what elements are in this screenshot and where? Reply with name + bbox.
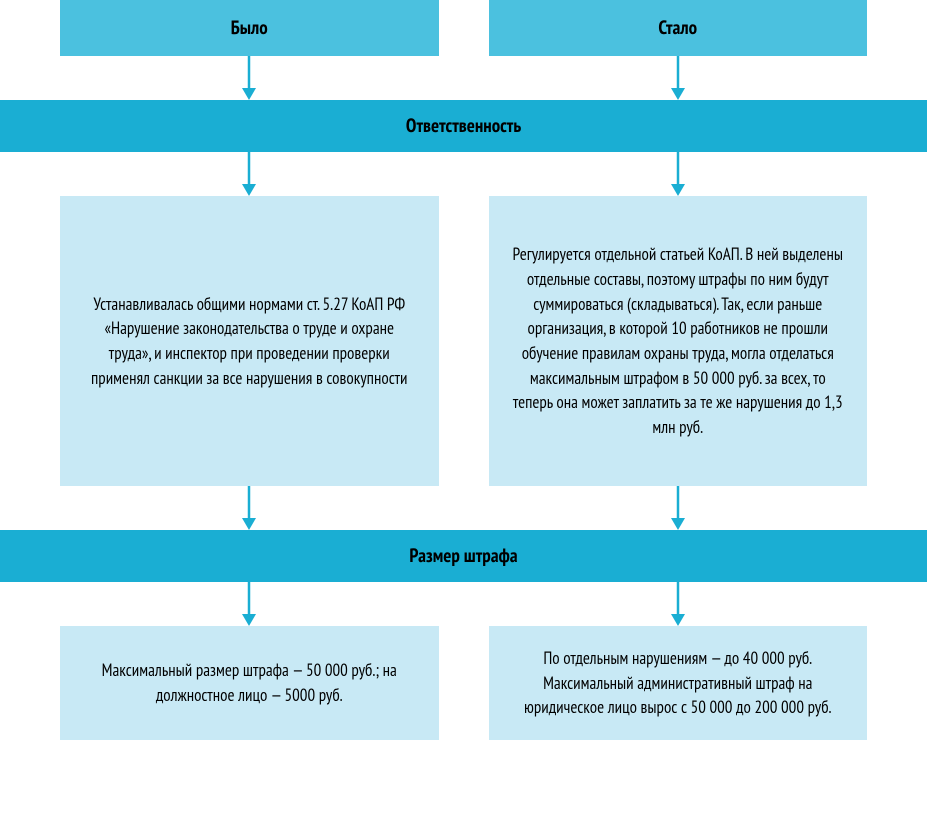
arrow-row-4 (60, 582, 867, 626)
content-1-right: Регулируется отдельной статьей КоАП. В н… (489, 196, 868, 486)
header-left: Было (60, 0, 439, 56)
arrow-3-right (489, 486, 868, 530)
band-responsibility: Ответственность (0, 100, 927, 152)
arrow-4-right (489, 582, 868, 626)
flowchart-container: Было Стало Ответственность Устанавливала… (0, 0, 927, 833)
arrow-2-right (489, 152, 868, 196)
arrow-3-left (60, 486, 439, 530)
content-2-right: По отдельным нарушениям — до 40 000 руб.… (489, 626, 868, 740)
content-row-1: Устанавливалась общими нормами ст. 5.27 … (60, 196, 867, 486)
content-2-left: Максимальный размер штрафа — 50 000 руб.… (60, 626, 439, 740)
arrow-1-left (60, 56, 439, 100)
band-fine-size: Размер штрафа (0, 530, 927, 582)
header-right: Стало (489, 0, 868, 56)
arrow-row-1 (60, 56, 867, 100)
arrow-row-3 (60, 486, 867, 530)
arrow-2-left (60, 152, 439, 196)
arrow-4-left (60, 582, 439, 626)
header-row: Было Стало (60, 0, 867, 56)
content-1-left: Устанавливалась общими нормами ст. 5.27 … (60, 196, 439, 486)
arrow-1-right (489, 56, 868, 100)
arrow-row-2 (60, 152, 867, 196)
content-row-2: Максимальный размер штрафа — 50 000 руб.… (60, 626, 867, 740)
